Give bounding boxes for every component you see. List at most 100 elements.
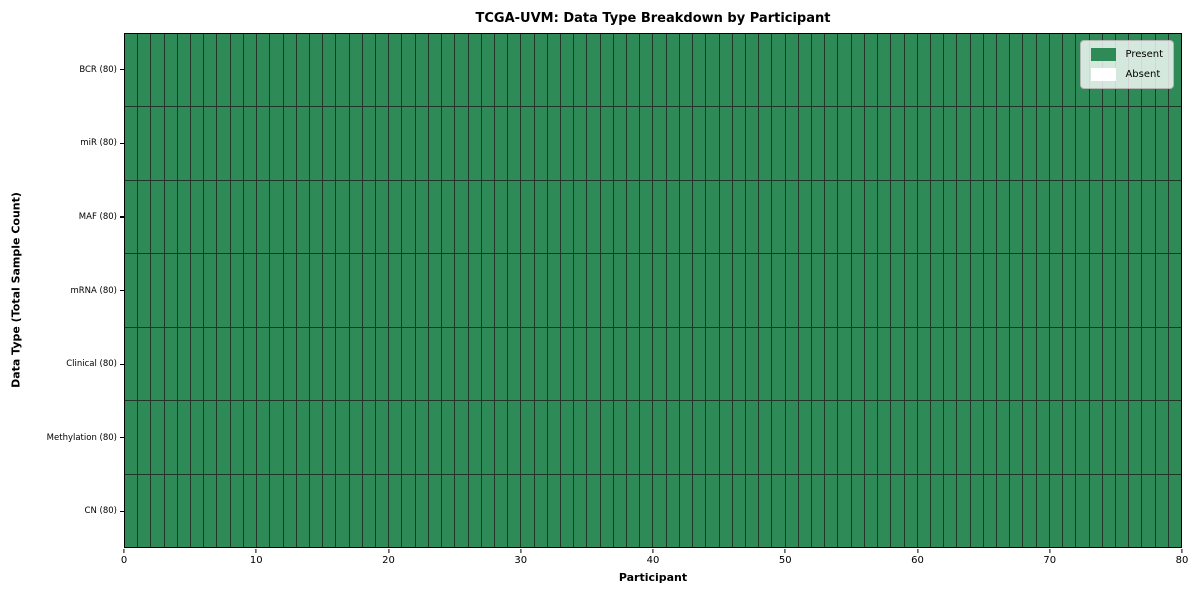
heatmap-cell — [138, 180, 151, 254]
heatmap-cell — [323, 327, 336, 401]
y-tick-mark — [120, 69, 124, 71]
heatmap-cell — [838, 401, 851, 474]
heatmap-cell — [759, 180, 772, 254]
heatmap-cell — [1023, 107, 1036, 180]
heatmap-cell — [257, 401, 270, 474]
heatmap-cell — [323, 474, 336, 547]
heatmap-cell — [177, 327, 191, 401]
heatmap-cell — [455, 401, 468, 474]
heatmap-cell — [917, 34, 930, 107]
heatmap-cell — [798, 474, 812, 547]
heatmap-cell — [468, 254, 481, 327]
heatmap-cell — [983, 180, 997, 254]
heatmap-cell — [574, 401, 587, 474]
heatmap-cell — [230, 107, 243, 180]
heatmap-cell — [851, 34, 864, 107]
heatmap-cell — [283, 254, 296, 327]
heatmap-cell — [706, 107, 719, 180]
heatmap-cell — [627, 180, 640, 254]
heatmap-cell — [1076, 180, 1089, 254]
heatmap-cell — [217, 401, 230, 474]
heatmap-cell — [494, 401, 508, 474]
y-tick: Methylation (80) — [0, 401, 124, 475]
heatmap-cell — [1142, 180, 1155, 254]
heatmap-cell — [930, 474, 944, 547]
heatmap-cell — [521, 107, 534, 180]
heatmap-cell — [917, 474, 930, 547]
heatmap-cell — [442, 401, 455, 474]
heatmap-cell — [785, 474, 798, 547]
heatmap-cell — [151, 180, 164, 254]
x-axis-label: Participant — [618, 571, 688, 584]
heatmap-cell — [164, 107, 177, 180]
heatmap-cell — [891, 254, 904, 327]
heatmap-cell — [1010, 327, 1023, 401]
heatmap-cell — [494, 327, 508, 401]
heatmap-cell — [825, 474, 838, 547]
heatmap-cell — [270, 401, 283, 474]
heatmap-cell — [785, 254, 798, 327]
heatmap-cell — [349, 180, 362, 254]
y-tick-mark — [120, 216, 124, 218]
heatmap-grid — [125, 34, 1181, 547]
heatmap-cell — [270, 107, 283, 180]
heatmap-cell — [389, 401, 402, 474]
heatmap-cell — [732, 474, 745, 547]
heatmap-cell — [838, 180, 851, 254]
heatmap-cell — [442, 34, 455, 107]
heatmap-cell — [455, 327, 468, 401]
heatmap-cell — [732, 180, 745, 254]
heatmap-cell — [270, 254, 283, 327]
heatmap-cell — [191, 34, 204, 107]
heatmap-cell — [125, 327, 138, 401]
heatmap-cell — [362, 327, 376, 401]
heatmap-cell — [825, 401, 838, 474]
heatmap-cell — [574, 474, 587, 547]
heatmap-cell — [376, 107, 389, 180]
heatmap-cell — [1076, 401, 1089, 474]
y-tick: Clinical (80) — [0, 327, 124, 401]
x-tick-label: 30 — [514, 555, 528, 566]
heatmap-cell — [759, 401, 772, 474]
heatmap-cell — [864, 107, 878, 180]
heatmap-cell — [191, 254, 204, 327]
heatmap-cell — [732, 34, 745, 107]
heatmap-cell — [428, 474, 442, 547]
legend-swatch — [1091, 68, 1117, 81]
heatmap-cell — [468, 107, 481, 180]
y-tick-label: mRNA (80) — [70, 285, 117, 296]
heatmap-cell — [257, 34, 270, 107]
plot-area — [124, 33, 1182, 548]
heatmap-cell — [1089, 254, 1102, 327]
heatmap-cell — [997, 401, 1010, 474]
heatmap-cell — [997, 34, 1010, 107]
heatmap-cell — [613, 401, 627, 474]
heatmap-cell — [706, 401, 719, 474]
heatmap-cell — [1049, 401, 1063, 474]
heatmap-cell — [1036, 180, 1049, 254]
heatmap-cell — [666, 107, 679, 180]
y-tick-label: miR (80) — [80, 138, 117, 149]
heatmap-cell — [402, 401, 415, 474]
heatmap-cell — [389, 327, 402, 401]
heatmap-cell — [270, 34, 283, 107]
x-tick-mark — [1181, 549, 1183, 553]
heatmap-cell — [679, 327, 693, 401]
heatmap-cell — [217, 327, 230, 401]
heatmap-cell — [547, 34, 560, 107]
heatmap-cell — [904, 107, 917, 180]
heatmap-cell — [666, 401, 679, 474]
heatmap-cell — [851, 107, 864, 180]
heatmap-cell — [1142, 327, 1155, 401]
x-tick-mark — [784, 549, 786, 553]
heatmap-cell — [904, 327, 917, 401]
heatmap-cell — [1036, 254, 1049, 327]
heatmap-cell — [243, 107, 257, 180]
heatmap-cell — [125, 474, 138, 547]
heatmap-cell — [640, 474, 653, 547]
heatmap-cell — [1115, 474, 1129, 547]
heatmap-cell — [1142, 254, 1155, 327]
heatmap-cell — [970, 327, 983, 401]
heatmap-cell — [1115, 401, 1129, 474]
heatmap-cell — [864, 180, 878, 254]
